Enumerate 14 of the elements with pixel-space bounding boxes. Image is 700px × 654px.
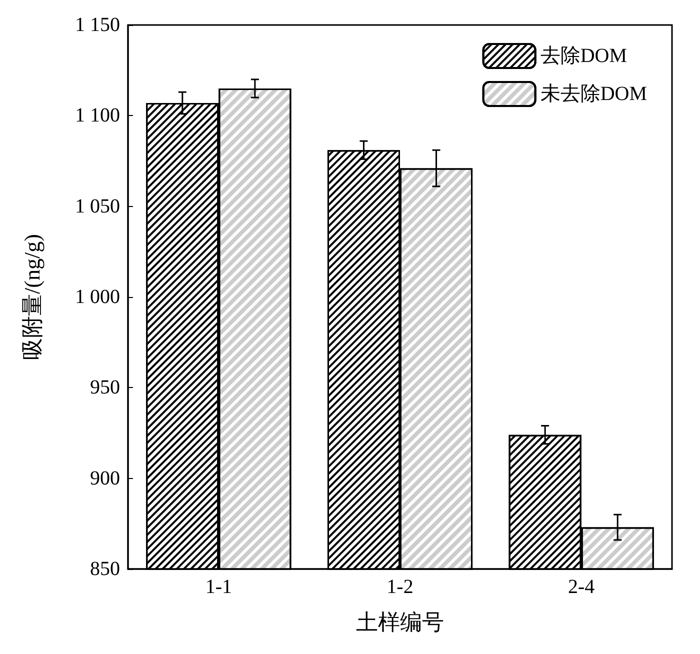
y-tick-label: 1 000 xyxy=(75,286,120,308)
x-tick-label: 1-2 xyxy=(386,576,414,598)
y-tick-label: 1 100 xyxy=(75,104,120,127)
x-tick-label: 1-1 xyxy=(205,576,232,598)
y-tick-label: 850 xyxy=(90,558,120,580)
x-tick-label: 2-4 xyxy=(568,576,595,598)
y-tick-label: 1 050 xyxy=(75,195,120,218)
legend-label: 未去除DOM xyxy=(540,83,648,105)
y-tick-label: 900 xyxy=(90,467,120,490)
y-tick-label: 950 xyxy=(90,376,120,399)
y-axis-title: 吸附量/(ng/g) xyxy=(20,234,44,360)
x-axis-title: 土样编号 xyxy=(356,610,444,634)
legend-label: 去除DOM xyxy=(540,45,628,67)
y-tick-label: 1 150 xyxy=(75,14,120,36)
